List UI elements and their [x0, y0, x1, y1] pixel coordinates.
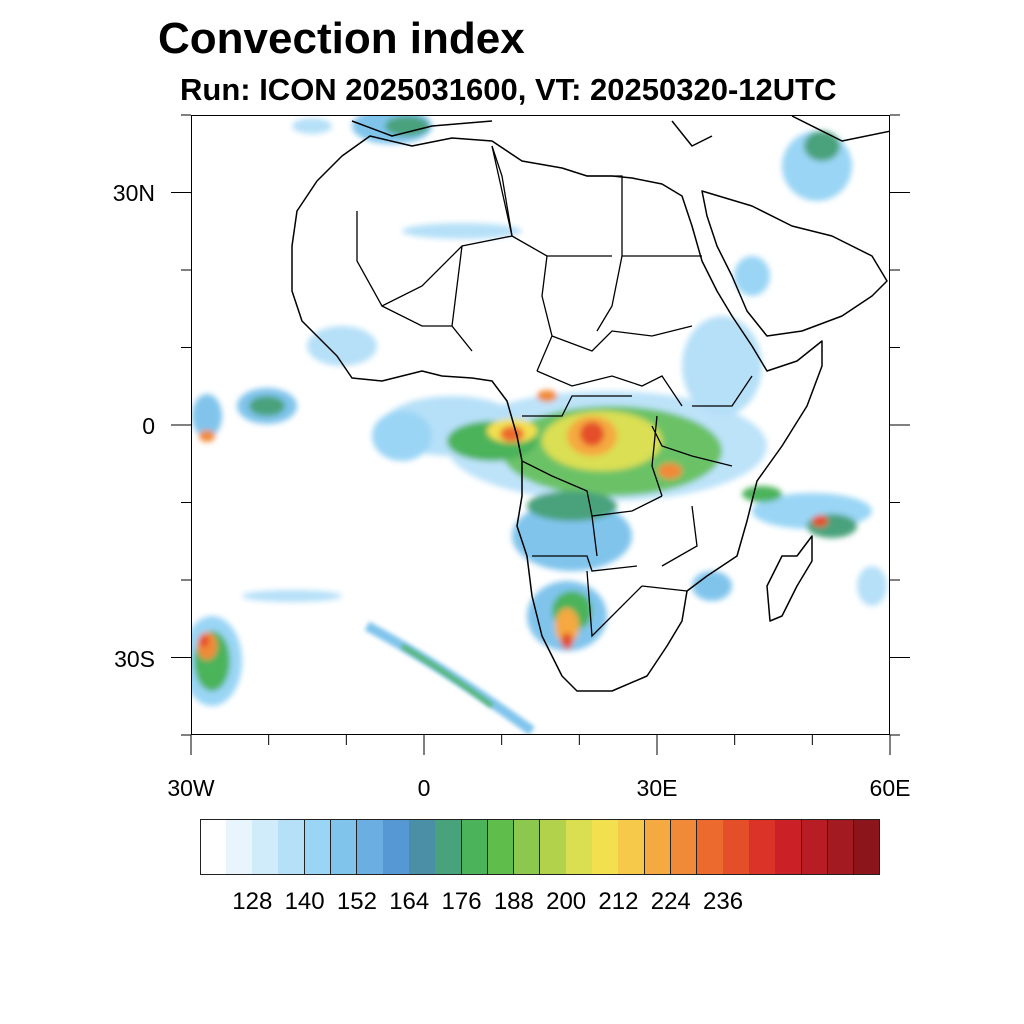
colorbar-box [356, 819, 384, 875]
lon-label-30w: 30W [167, 775, 215, 801]
colorbar-box [461, 819, 489, 875]
colorbar-box [540, 819, 567, 875]
colorbar-box [592, 819, 619, 875]
colorbar-box [383, 819, 410, 875]
colorbar-box [618, 819, 646, 875]
colorbar-box [775, 819, 803, 875]
colorbar-box [801, 819, 829, 875]
map-panel [191, 115, 890, 735]
colorbar-box [435, 819, 463, 875]
lat-label-30n: 30N [112, 180, 155, 206]
colorbar-box [278, 819, 306, 875]
colorbar-box [200, 819, 227, 875]
colorbar-label: 224 [650, 888, 691, 915]
colorbar-box [723, 819, 750, 875]
chart-subtitle: Run: ICON 2025031600, VT: 20250320-12UTC [180, 72, 837, 107]
colorbar-label: 212 [598, 888, 639, 915]
convection-field-map [192, 116, 889, 734]
colorbar-box [330, 819, 358, 875]
colorbar-box [226, 819, 253, 875]
colorbar-label: 128 [232, 888, 273, 915]
colorbar-box [304, 819, 332, 875]
convection-shading [192, 116, 887, 706]
colorbar-box [409, 819, 436, 875]
lat-label-0: 0 [142, 413, 155, 439]
colorbar-label: 164 [389, 888, 430, 915]
colorbar-box [487, 819, 515, 875]
colorbar-box [827, 819, 855, 875]
colorbar-box [696, 819, 724, 875]
colorbar-label: 152 [336, 888, 377, 915]
colorbar-box [853, 819, 881, 875]
coastlines [291, 116, 889, 692]
colorbar-label: 236 [703, 888, 744, 915]
chart-title: Convection index [158, 14, 525, 63]
colorbar-box [252, 819, 279, 875]
country-borders [356, 145, 753, 638]
colorbar-label: 188 [493, 888, 534, 915]
colorbar-box [513, 819, 541, 875]
lon-label-30e: 30E [636, 775, 678, 801]
lon-label-0: 0 [417, 775, 431, 801]
colorbar-label: 140 [284, 888, 325, 915]
lat-label-30s: 30S [114, 646, 155, 672]
colorbar-label: 176 [441, 888, 482, 915]
colorbar-box [566, 819, 593, 875]
colorbar-label: 200 [546, 888, 587, 915]
colorbar-box [749, 819, 776, 875]
convection-band [364, 621, 535, 734]
colorbar-box [670, 819, 698, 875]
lon-label-60e: 60E [869, 775, 911, 801]
colorbar-box [644, 819, 672, 875]
colorbar [200, 819, 881, 875]
